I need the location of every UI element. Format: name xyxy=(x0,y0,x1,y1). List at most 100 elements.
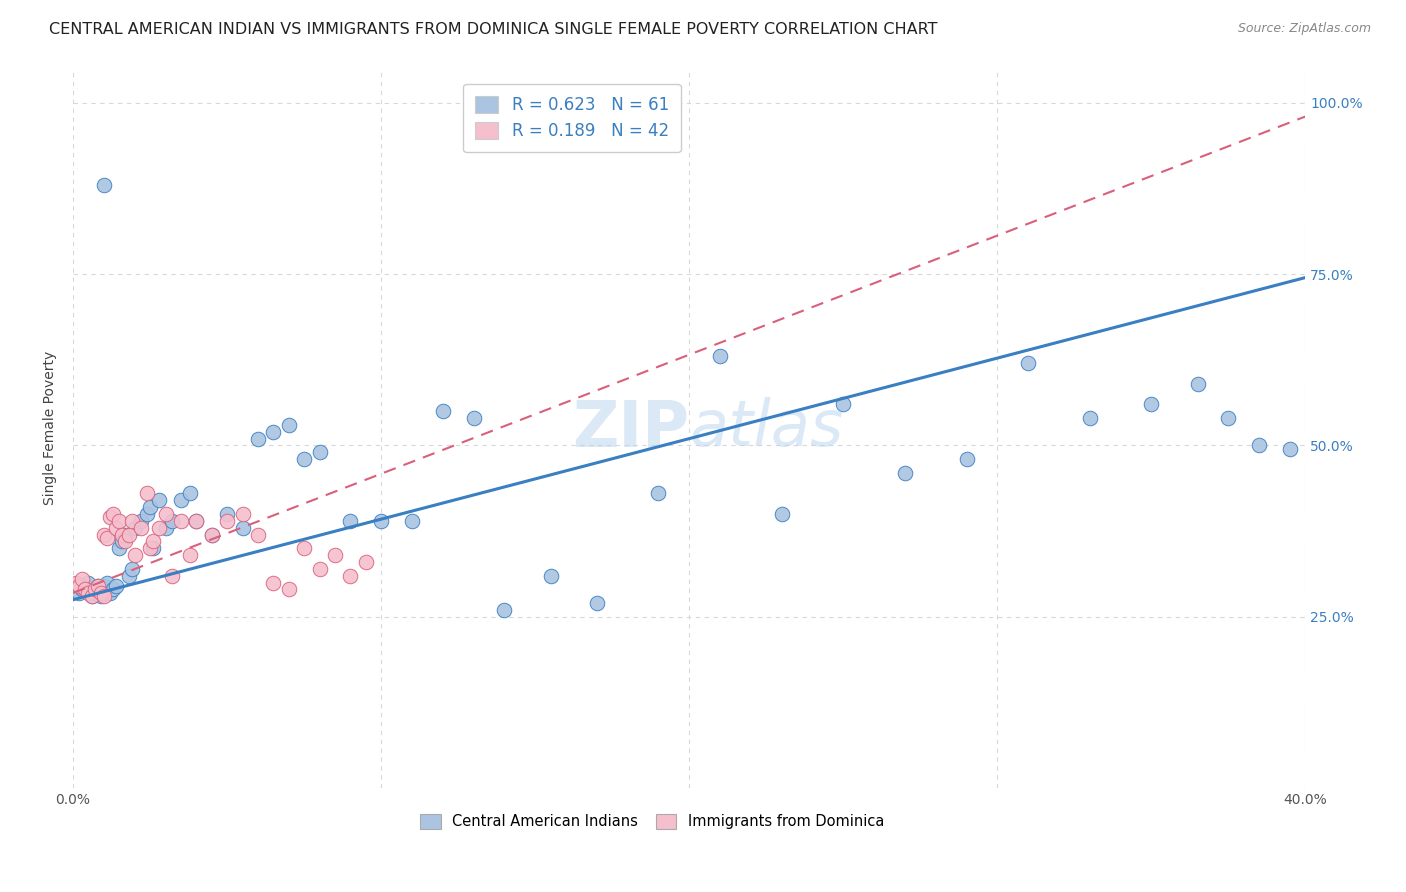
Point xyxy=(832,397,855,411)
Point xyxy=(75,582,97,597)
Point xyxy=(72,582,94,597)
Legend: Central American Indians, Immigrants from Dominica: Central American Indians, Immigrants fro… xyxy=(415,808,890,835)
Point xyxy=(96,575,118,590)
Point xyxy=(80,589,103,603)
Point xyxy=(117,568,139,582)
Text: atlas: atlas xyxy=(689,397,844,459)
Point xyxy=(148,493,170,508)
Point xyxy=(160,514,183,528)
Point xyxy=(101,582,124,597)
Point xyxy=(105,521,128,535)
Text: Source: ZipAtlas.com: Source: ZipAtlas.com xyxy=(1237,22,1371,36)
Point xyxy=(108,514,131,528)
Point xyxy=(339,568,361,582)
Point xyxy=(231,507,253,521)
Point xyxy=(160,568,183,582)
Point xyxy=(432,404,454,418)
Point xyxy=(1218,411,1240,425)
Point xyxy=(292,452,315,467)
Point xyxy=(647,486,669,500)
Point xyxy=(67,586,90,600)
Point xyxy=(323,548,346,562)
Point xyxy=(894,466,917,480)
Point xyxy=(136,507,159,521)
Text: CENTRAL AMERICAN INDIAN VS IMMIGRANTS FROM DOMINICA SINGLE FEMALE POVERTY CORREL: CENTRAL AMERICAN INDIAN VS IMMIGRANTS FR… xyxy=(49,22,938,37)
Point xyxy=(277,582,299,597)
Point xyxy=(148,521,170,535)
Point xyxy=(80,589,103,603)
Y-axis label: Single Female Poverty: Single Female Poverty xyxy=(44,351,58,506)
Point xyxy=(136,486,159,500)
Point xyxy=(179,548,201,562)
Point xyxy=(1140,397,1163,411)
Point xyxy=(65,575,87,590)
Point xyxy=(124,521,146,535)
Point xyxy=(129,521,152,535)
Point xyxy=(87,579,110,593)
Point xyxy=(139,500,162,515)
Point xyxy=(114,534,136,549)
Point xyxy=(709,350,731,364)
Point xyxy=(463,411,485,425)
Point xyxy=(217,514,239,528)
Point xyxy=(114,527,136,541)
Point xyxy=(121,514,143,528)
Point xyxy=(1187,376,1209,391)
Point xyxy=(370,514,392,528)
Point xyxy=(246,432,269,446)
Point xyxy=(186,514,208,528)
Point xyxy=(231,521,253,535)
Point xyxy=(170,514,193,528)
Text: ZIP: ZIP xyxy=(572,397,689,459)
Point xyxy=(90,586,112,600)
Point xyxy=(201,527,224,541)
Point xyxy=(87,582,110,597)
Point xyxy=(111,527,134,541)
Point xyxy=(75,579,97,593)
Point xyxy=(1078,411,1101,425)
Point xyxy=(77,586,100,600)
Point xyxy=(129,514,152,528)
Point xyxy=(401,514,423,528)
Point xyxy=(77,575,100,590)
Point xyxy=(494,603,516,617)
Point xyxy=(83,582,105,597)
Point xyxy=(93,527,115,541)
Point xyxy=(67,579,90,593)
Point xyxy=(585,596,607,610)
Point xyxy=(1278,442,1301,456)
Point xyxy=(186,514,208,528)
Point xyxy=(217,507,239,521)
Point xyxy=(117,527,139,541)
Point xyxy=(170,493,193,508)
Point xyxy=(121,562,143,576)
Point xyxy=(155,521,177,535)
Point xyxy=(124,548,146,562)
Point xyxy=(179,486,201,500)
Point xyxy=(96,531,118,545)
Point xyxy=(93,579,115,593)
Point xyxy=(105,579,128,593)
Point xyxy=(308,445,330,459)
Point xyxy=(277,417,299,432)
Point xyxy=(93,178,115,192)
Point xyxy=(108,541,131,556)
Point xyxy=(770,507,793,521)
Point xyxy=(101,507,124,521)
Point xyxy=(201,527,224,541)
Point xyxy=(93,586,115,600)
Point xyxy=(155,507,177,521)
Point xyxy=(98,510,121,524)
Point xyxy=(93,589,115,603)
Point xyxy=(354,555,377,569)
Point xyxy=(955,452,977,467)
Point xyxy=(87,579,110,593)
Point xyxy=(139,541,162,556)
Point xyxy=(142,534,165,549)
Point xyxy=(262,575,284,590)
Point xyxy=(98,586,121,600)
Point xyxy=(308,562,330,576)
Point xyxy=(292,541,315,556)
Point xyxy=(111,534,134,549)
Point xyxy=(72,572,94,586)
